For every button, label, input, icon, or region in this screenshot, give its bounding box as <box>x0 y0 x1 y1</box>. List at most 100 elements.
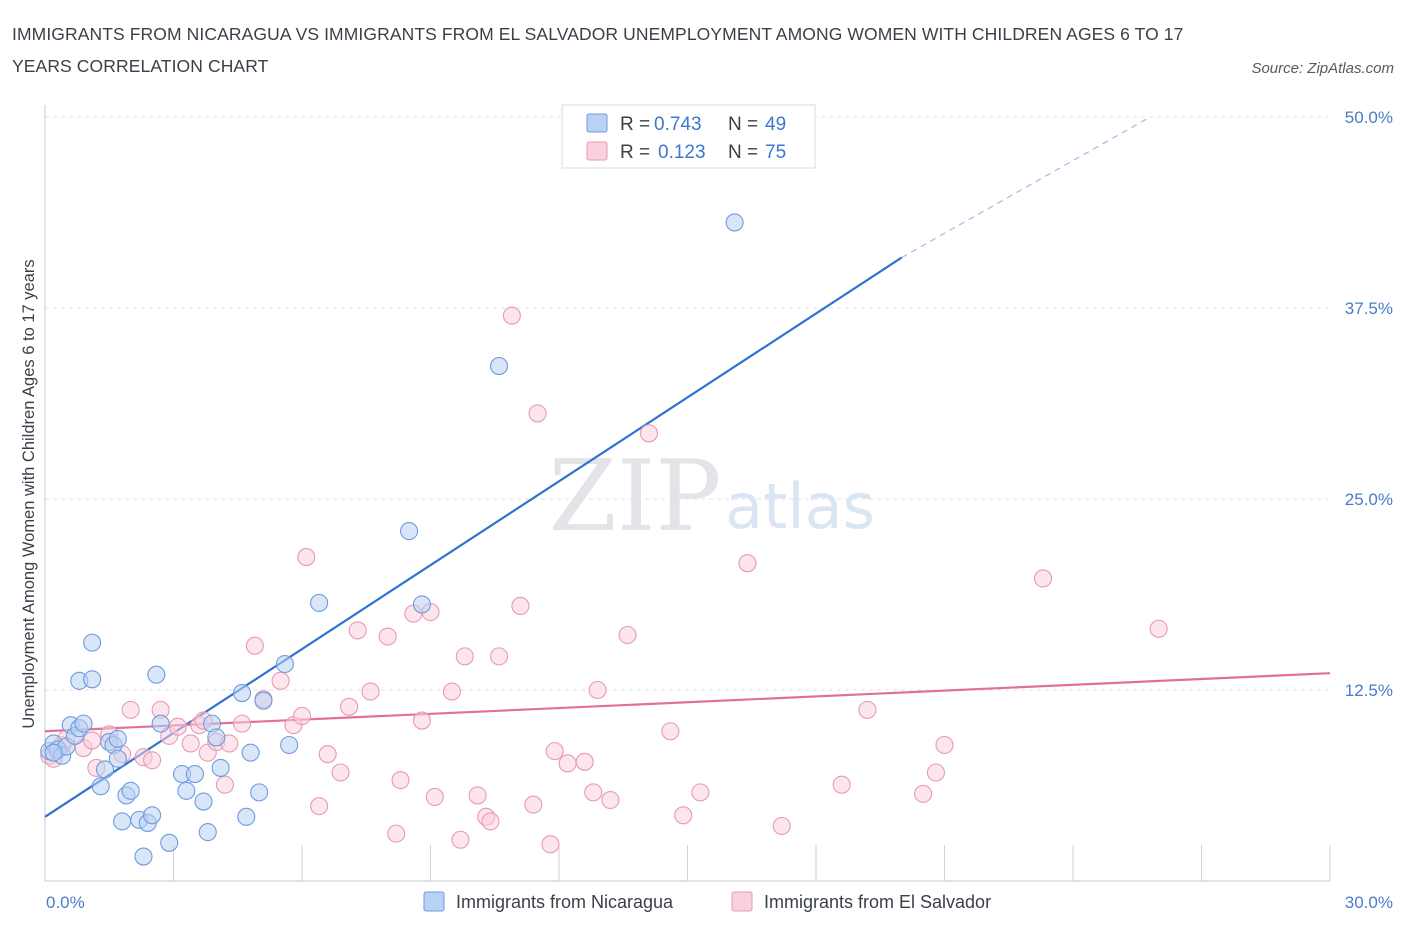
point-el-salvador <box>528 404 547 423</box>
watermark-atlas: atlas <box>725 470 875 543</box>
point-el-salvador <box>83 731 102 750</box>
point-el-salvador <box>361 682 380 701</box>
point-el-salvador <box>340 697 359 716</box>
point-el-salvador <box>858 700 877 719</box>
point-nicaragua <box>725 213 744 232</box>
data-points <box>40 213 1168 866</box>
point-nicaragua <box>241 743 260 762</box>
point-el-salvador <box>541 835 560 854</box>
point-el-salvador <box>451 830 470 849</box>
watermark-zip: ZIP <box>549 440 722 554</box>
point-nicaragua <box>211 758 230 777</box>
point-el-salvador <box>318 745 337 764</box>
legend-r-label-1: R = <box>620 114 650 135</box>
point-nicaragua <box>400 522 419 541</box>
point-nicaragua <box>412 595 431 614</box>
point-nicaragua <box>489 357 509 376</box>
point-nicaragua <box>232 684 252 703</box>
point-nicaragua <box>237 807 256 826</box>
point-el-salvador <box>1149 619 1168 638</box>
trend-line-nicaragua-extension <box>901 116 1151 259</box>
point-el-salvador <box>468 786 487 805</box>
point-el-salvador <box>914 784 933 803</box>
point-nicaragua <box>108 729 127 748</box>
point-el-salvador <box>575 752 594 771</box>
point-el-salvador <box>297 548 316 567</box>
point-el-salvador <box>121 700 140 719</box>
legend-r-value-1: 0.743 <box>654 114 702 135</box>
point-el-salvador <box>558 754 577 773</box>
point-el-salvador <box>489 647 509 666</box>
point-el-salvador <box>215 775 234 794</box>
point-el-salvador <box>691 783 710 802</box>
point-el-salvador <box>935 735 954 755</box>
point-nicaragua <box>160 833 179 852</box>
point-nicaragua <box>143 806 162 825</box>
point-el-salvador <box>391 771 410 790</box>
point-el-salvador <box>455 647 474 666</box>
legend-swatch-nicaragua <box>586 113 608 133</box>
y-tick-label: 25.0% <box>1345 490 1393 509</box>
point-nicaragua <box>250 783 269 802</box>
point-nicaragua <box>121 781 140 800</box>
source-credit: Source: ZipAtlas.com <box>1251 60 1394 77</box>
point-nicaragua <box>95 760 115 779</box>
x-tick-label-max: 30.0% <box>1345 893 1393 912</box>
trend-line-el-salvador <box>44 672 1331 733</box>
y-tick-labels: 12.5% 25.0% 37.5% 50.0% <box>1345 108 1393 700</box>
point-el-salvador <box>661 722 680 741</box>
point-el-salvador <box>772 816 791 836</box>
point-el-salvador <box>412 711 431 730</box>
legend-r-value-2: 0.123 <box>658 142 706 163</box>
point-el-salvador <box>348 621 367 640</box>
point-el-salvador <box>618 625 637 645</box>
watermark: ZIP atlas <box>549 440 875 554</box>
point-el-salvador <box>545 742 564 761</box>
legend-n-value-2: 75 <box>765 142 786 163</box>
point-el-salvador <box>271 671 290 690</box>
correlation-legend: R = 0.743 N = 49 R = 0.123 N = 75 <box>561 104 816 169</box>
series-legend-swatch-nicaragua <box>423 891 445 912</box>
point-el-salvador <box>331 763 350 782</box>
point-nicaragua <box>194 792 213 811</box>
point-el-salvador <box>442 682 461 701</box>
point-nicaragua <box>74 714 93 733</box>
point-el-salvador <box>1033 569 1053 588</box>
point-el-salvador <box>639 424 659 443</box>
legend-n-value-1: 49 <box>765 114 786 135</box>
y-tick-label: 12.5% <box>1345 681 1393 700</box>
point-el-salvador <box>738 554 757 573</box>
point-nicaragua <box>198 823 217 842</box>
point-nicaragua <box>280 735 299 755</box>
legend-swatch-el-salvador <box>586 141 608 161</box>
trend-line-nicaragua <box>44 256 903 818</box>
point-nicaragua <box>185 764 204 784</box>
point-nicaragua <box>147 665 166 684</box>
y-axis-label: Unemployment Among Women with Children A… <box>20 259 38 728</box>
point-el-salvador <box>601 790 620 810</box>
point-el-salvador <box>832 775 851 794</box>
point-nicaragua <box>83 633 102 652</box>
point-el-salvador <box>143 751 162 770</box>
point-nicaragua <box>207 728 226 747</box>
point-nicaragua <box>275 654 294 674</box>
point-el-salvador <box>168 717 187 736</box>
point-nicaragua <box>134 847 153 866</box>
point-el-salvador <box>378 627 397 646</box>
trend-lines <box>44 116 1331 818</box>
point-el-salvador <box>584 783 603 802</box>
point-el-salvador <box>387 824 406 843</box>
point-el-salvador <box>292 706 312 726</box>
point-nicaragua <box>177 781 196 800</box>
legend-r-label-2: R = <box>620 142 650 163</box>
point-el-salvador <box>588 680 607 700</box>
series-legend-label-nicaragua: Immigrants from Nicaragua <box>456 892 674 912</box>
chart-title: IMMIGRANTS FROM NICARAGUA VS IMMIGRANTS … <box>12 24 1184 76</box>
point-el-salvador <box>926 763 945 782</box>
series-legend-swatch-el-salvador <box>731 891 753 912</box>
point-el-salvador <box>245 636 264 655</box>
point-nicaragua <box>151 714 170 733</box>
x-tick-label-min: 0.0% <box>46 893 85 912</box>
legend-n-label-1: N = <box>728 114 758 135</box>
